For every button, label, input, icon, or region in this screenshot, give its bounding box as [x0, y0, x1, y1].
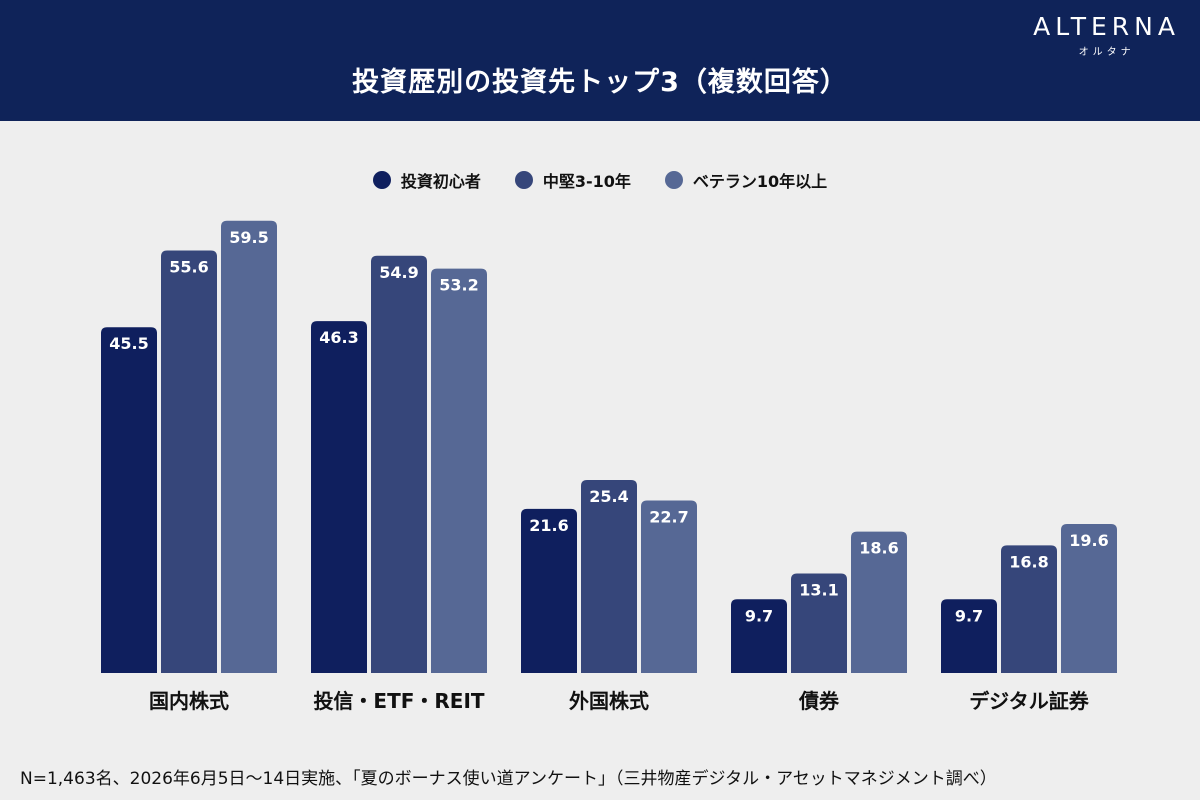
data-label-1-2: 53.2 — [439, 276, 478, 295]
data-label-4-2: 19.6 — [1069, 531, 1108, 550]
data-label-0-0: 45.5 — [109, 334, 148, 353]
bar-4-2 — [1061, 524, 1117, 673]
footnote: N=1,463名、2026年6月5日～14日実施、「夏のボーナス使い道アンケート… — [20, 769, 997, 789]
bar-1-2 — [431, 268, 487, 673]
legend-label-beginner: 投資初心者 — [400, 172, 481, 191]
bar-2-0 — [521, 508, 577, 673]
data-label-0-2: 59.5 — [229, 228, 268, 247]
chart-title: 投資歴別の投資先トップ3（複数回答） — [352, 67, 848, 98]
data-label-4-1: 16.8 — [1009, 552, 1048, 571]
category-label-2: 外国株式 — [569, 689, 649, 713]
legend-label-veteran: ベテラン10年以上 — [692, 172, 828, 191]
bar-2-2 — [641, 500, 697, 673]
bar-4-1 — [1001, 545, 1057, 673]
data-label-1-1: 54.9 — [379, 263, 418, 282]
data-label-4-0: 9.7 — [955, 606, 983, 625]
chart-legend: 投資初心者 中堅3-10年 ベテラン10年以上 — [0, 168, 1200, 192]
bar-3-1 — [791, 573, 847, 673]
bar-4-0 — [941, 599, 997, 673]
data-label-0-1: 55.6 — [169, 257, 208, 276]
bar-0-2 — [221, 220, 277, 674]
data-label-1-0: 46.3 — [319, 328, 358, 347]
bar-0-0 — [101, 327, 157, 673]
data-label-2-0: 21.6 — [529, 516, 568, 535]
legend-swatch-beginner — [372, 171, 391, 189]
category-label-0: 国内株式 — [149, 689, 229, 713]
category-label-3: 債券 — [798, 689, 840, 713]
bar-1-1 — [371, 255, 427, 673]
data-label-3-2: 18.6 — [859, 539, 898, 558]
category-label-4: デジタル証券 — [969, 689, 1090, 713]
data-label-2-1: 25.4 — [589, 487, 628, 506]
legend-swatch-veteran — [664, 171, 683, 189]
bar-0-1 — [161, 250, 217, 673]
bar-1-0 — [311, 321, 367, 673]
logo-katakana: オルタナ — [1078, 47, 1135, 58]
legend-item-beginner: 投資初心者 — [372, 168, 481, 192]
data-label-2-2: 22.7 — [649, 507, 688, 526]
legend-item-mid: 中堅3-10年 — [514, 168, 631, 192]
legend-label-mid: 中堅3-10年 — [542, 172, 631, 191]
data-label-3-1: 13.1 — [799, 580, 838, 599]
legend-item-veteran: ベテラン10年以上 — [664, 168, 828, 192]
logo-wordmark: ALTERNA — [1033, 12, 1180, 41]
brand-logo: ALTERNA オルタナ — [1033, 12, 1180, 58]
legend-swatch-mid — [514, 171, 533, 189]
data-label-3-0: 9.7 — [745, 606, 773, 625]
bar-3-0 — [731, 599, 787, 673]
header-banner: 投資歴別の投資先トップ3（複数回答） ALTERNA オルタナ — [0, 0, 1200, 121]
bar-3-2 — [851, 531, 907, 673]
bar-2-1 — [581, 479, 637, 673]
category-label-1: 投信・ETF・REIT — [313, 689, 484, 713]
bar-chart: 45.5 55.6 59.5 国内株式 46.3 54.9 53.2 投信・ETF・REIT 2… — [101, 220, 1117, 713]
